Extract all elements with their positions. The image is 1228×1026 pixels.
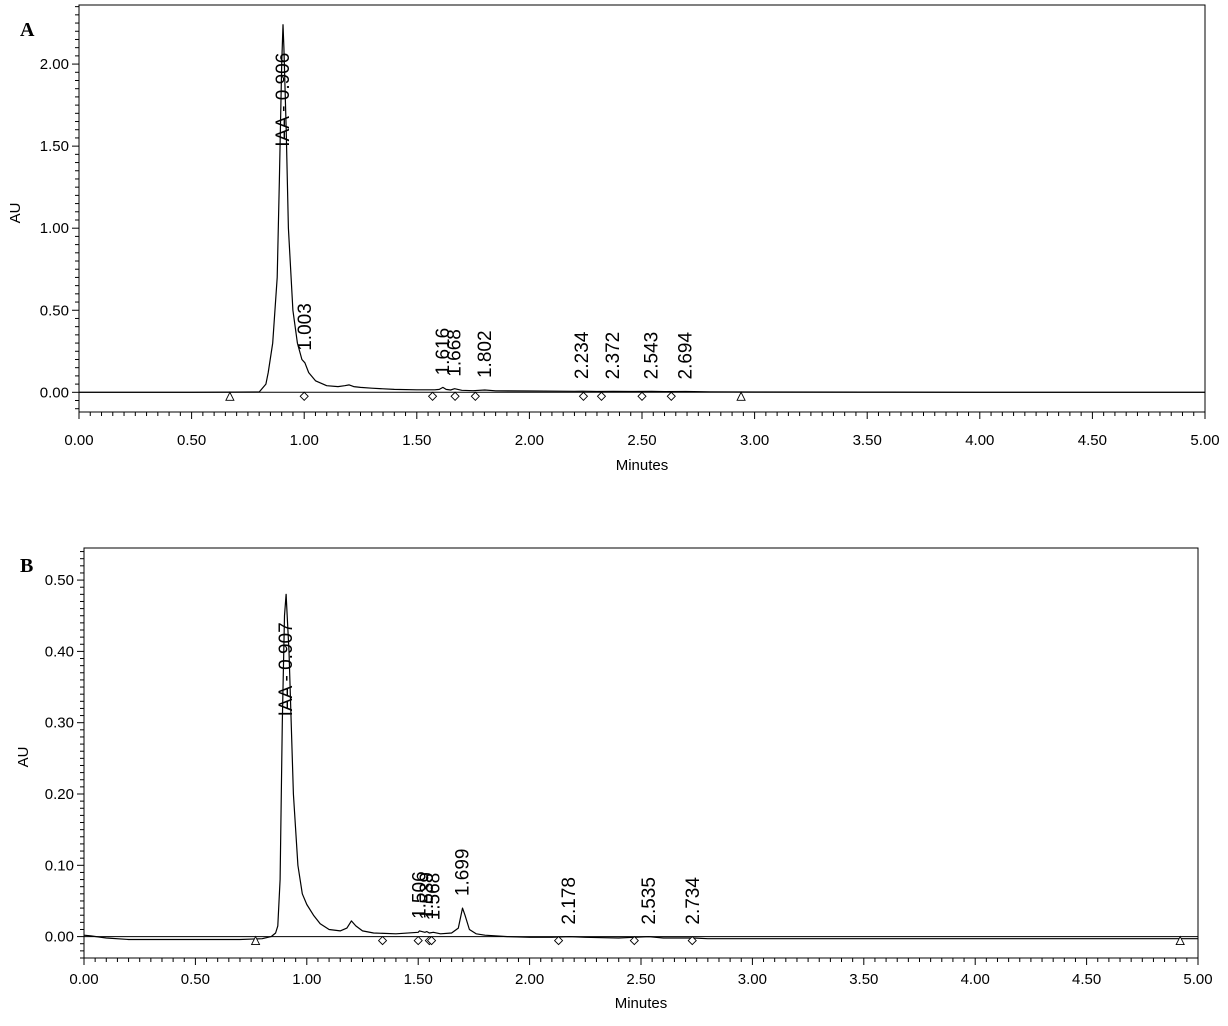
- peak-boundary-marker: [377, 935, 388, 946]
- chromatogram-trace: [83, 593, 1198, 941]
- y-axis-title: AU: [15, 747, 32, 768]
- y-tick-label: 1.00: [40, 220, 69, 237]
- peak-boundary-marker: [687, 935, 697, 946]
- x-tick-label: 0.00: [64, 432, 93, 449]
- major-peak-label: IAA - 0.906: [273, 53, 294, 147]
- y-tick-label: 0.40: [45, 643, 74, 660]
- peak-label: 2.372: [603, 332, 624, 380]
- integration-start-end-marker: [1175, 935, 1185, 946]
- y-tick-label: 0.50: [40, 302, 69, 319]
- peak-boundary-marker: [426, 935, 437, 946]
- peak-label: 1.699: [453, 849, 474, 897]
- panel-letter: A: [20, 19, 35, 41]
- x-tick-label: 4.50: [1072, 971, 1101, 988]
- peak-label: 2.535: [639, 877, 660, 925]
- peak-label: 2.178: [559, 877, 580, 925]
- peak-boundary-marker: [629, 935, 639, 946]
- y-tick-label: 0.20: [45, 786, 74, 803]
- y-tick-label: 0.00: [40, 384, 69, 401]
- peak-boundary-marker: [470, 391, 480, 401]
- panel-a: A 0.00 0.50 1.00 1.50 2.00 2.50 3.00 3.50 4.00 4.5…: [7, 4, 1220, 474]
- peak-label: 1.616: [433, 328, 454, 376]
- peak-boundary-marker: [596, 391, 607, 401]
- peak-boundary-marker: [666, 391, 676, 401]
- x-tick-label: 4.00: [961, 971, 990, 988]
- x-tick-label: 0.50: [177, 432, 206, 449]
- x-tick-label: 5.00: [1190, 432, 1219, 449]
- major-peak-label: IAA - 0.907: [276, 622, 297, 716]
- x-tick-label: 1.00: [290, 432, 319, 449]
- x-tick-label: 0.50: [181, 971, 210, 988]
- integration-start-end-marker: [736, 391, 746, 401]
- x-tick-label: 4.50: [1078, 432, 1107, 449]
- x-tick-label: 3.50: [853, 432, 882, 449]
- x-tick-label: 2.00: [515, 971, 544, 988]
- peak-boundary-marker: [578, 391, 589, 401]
- x-tick-label: 2.00: [515, 432, 544, 449]
- y-tick-label: 2.00: [40, 56, 69, 73]
- x-tick-label: 5.00: [1183, 971, 1212, 988]
- y-axis-title: AU: [7, 203, 24, 224]
- peak-label: 1.003: [295, 303, 316, 351]
- x-tick-label: 0.00: [69, 971, 98, 988]
- integration-start-end-marker: [225, 391, 235, 401]
- x-axis-title: Minutes: [615, 995, 668, 1012]
- x-tick-label: 3.00: [738, 971, 767, 988]
- peak-label: 2.543: [642, 332, 663, 380]
- x-tick-label: 3.00: [740, 432, 769, 449]
- peak-boundary-marker: [450, 391, 460, 401]
- peak-boundary-marker: [427, 391, 438, 401]
- y-tick-label: 0.10: [45, 857, 74, 874]
- y-tick-label: 0.50: [45, 572, 74, 589]
- peak-boundary-marker: [299, 391, 309, 401]
- peak-label: 1.568: [423, 873, 444, 921]
- x-tick-label: 1.50: [402, 432, 431, 449]
- peak-label: 1.668: [445, 329, 466, 377]
- x-tick-label: 1.00: [292, 971, 321, 988]
- peak-label: 1.802: [475, 330, 496, 378]
- x-tick-label: 3.50: [849, 971, 878, 988]
- integration-start-end-marker: [250, 935, 261, 946]
- y-tick-label: 1.50: [40, 138, 69, 155]
- y-tick-label: 0.30: [45, 715, 74, 732]
- x-axis-title: Minutes: [616, 457, 669, 474]
- y-tick-label: 0.00: [45, 929, 74, 946]
- peak-label: 2.734: [683, 877, 704, 925]
- chromatogram-trace: [79, 24, 1205, 393]
- peak-label: 1.539: [417, 872, 438, 920]
- peak-boundary-marker: [413, 935, 423, 946]
- peak-label: 2.694: [676, 332, 697, 380]
- peak-boundary-marker: [553, 935, 564, 946]
- x-tick-label: 2.50: [626, 971, 655, 988]
- panel-letter: B: [20, 555, 33, 577]
- peak-label: 1.506: [410, 871, 431, 919]
- x-tick-label: 4.00: [965, 432, 994, 449]
- peak-label: 2.234: [572, 331, 593, 379]
- x-tick-label: 1.50: [404, 971, 433, 988]
- panel-b: B 0.00 0.50 1.00 1.50 2.00 2.50 3.00 3.50 4.00 4.5…: [15, 547, 1213, 1012]
- peak-boundary-marker: [637, 391, 647, 401]
- x-tick-label: 2.50: [627, 432, 656, 449]
